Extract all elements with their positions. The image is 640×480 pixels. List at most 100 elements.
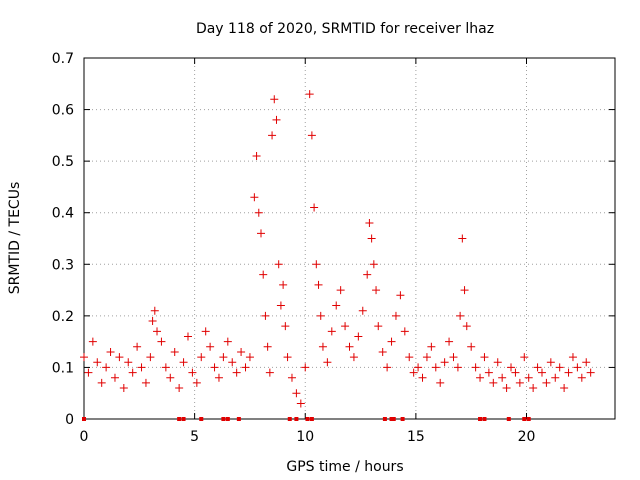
data-point: [358, 306, 367, 315]
zero-marker: [82, 417, 86, 421]
data-point: [577, 373, 586, 382]
data-point: [232, 368, 241, 377]
data-point: [502, 384, 511, 393]
data-point: [214, 373, 223, 382]
data-point: [263, 342, 272, 351]
zero-marker: [391, 417, 396, 421]
data-point: [573, 363, 582, 372]
data-point: [279, 280, 288, 289]
data-point: [427, 342, 436, 351]
data-point: [257, 229, 265, 238]
data-point: [237, 347, 246, 356]
data-point: [312, 260, 321, 269]
data-point: [272, 115, 281, 124]
zero-marker: [225, 417, 230, 421]
data-point: [305, 90, 314, 99]
axis-ticks: 0 0.1 0.2 0.3 0.4 0.5 0.6 0.7 0 5 10 15 20: [52, 51, 615, 445]
data-point: [316, 311, 325, 320]
zero-marker: [221, 417, 226, 421]
data-point: [268, 131, 277, 140]
data-point: [363, 270, 372, 279]
data-point: [345, 342, 354, 351]
zero-marker: [526, 417, 531, 421]
data-point: [369, 260, 378, 269]
data-point: [586, 368, 595, 377]
y-tick-label: 0.2: [52, 309, 74, 325]
data-point: [551, 373, 560, 382]
data-point: [148, 317, 157, 326]
data-point: [287, 373, 296, 382]
data-point: [206, 342, 215, 351]
y-tick-label: 0: [65, 412, 74, 428]
zero-marker: [287, 417, 292, 421]
data-point: [283, 353, 292, 362]
data-point: [498, 373, 507, 382]
data-point: [568, 353, 577, 362]
y-tick-label: 0.5: [52, 154, 74, 170]
data-point: [323, 358, 332, 367]
data-point: [292, 389, 301, 398]
data-point: [318, 342, 327, 351]
data-point: [436, 378, 445, 387]
data-point: [150, 306, 159, 315]
data-point: [241, 363, 250, 372]
zero-marker: [478, 417, 483, 421]
x-tick-label: 20: [518, 429, 536, 445]
data-point: [378, 347, 387, 356]
data-point: [250, 193, 259, 202]
data-point: [440, 358, 449, 367]
data-point: [80, 353, 88, 362]
data-point: [515, 378, 524, 387]
data-point: [175, 384, 184, 393]
data-point: [228, 358, 237, 367]
data-point: [537, 368, 546, 377]
data-point: [484, 368, 493, 377]
data-point: [192, 378, 201, 387]
zero-marker: [389, 417, 394, 421]
data-point: [119, 384, 128, 393]
data-point: [493, 358, 502, 367]
data-point: [414, 363, 423, 372]
data-point: [201, 327, 210, 336]
data-point: [210, 363, 219, 372]
data-point: [332, 301, 341, 310]
y-tick-label: 0.7: [52, 51, 74, 67]
y-tick-label: 0.3: [52, 257, 74, 273]
data-point: [431, 363, 440, 372]
data-point: [110, 373, 119, 382]
data-point: [476, 373, 485, 382]
data-point: [349, 353, 358, 362]
data-point: [252, 151, 261, 160]
data-point: [106, 347, 115, 356]
data-point: [245, 353, 254, 362]
data-point: [542, 378, 551, 387]
chart-title: Day 118 of 2020, SRMTID for receiver lha…: [196, 21, 494, 37]
data-point: [254, 208, 263, 217]
data-point: [115, 353, 124, 362]
data-point: [307, 131, 316, 140]
y-tick-label: 0.4: [52, 206, 74, 222]
x-tick-label: 0: [80, 429, 89, 445]
x-tick-label: 5: [190, 429, 199, 445]
data-point: [88, 337, 97, 346]
data-point: [460, 286, 469, 295]
data-point: [270, 95, 279, 104]
data-point: [520, 353, 529, 362]
data-point: [223, 337, 232, 346]
zero-marker: [177, 417, 182, 421]
data-point: [480, 353, 489, 362]
data-point: [327, 327, 336, 336]
data-point: [560, 384, 569, 393]
data-point: [564, 368, 573, 377]
data-point: [261, 311, 270, 320]
data-point: [546, 358, 555, 367]
zero-marker: [400, 417, 405, 421]
x-tick-label: 15: [407, 429, 425, 445]
zero-marker: [294, 417, 299, 421]
data-point: [341, 322, 350, 331]
data-point: [396, 291, 405, 300]
data-point: [582, 358, 591, 367]
zero-marker: [199, 417, 204, 421]
data-point: [374, 322, 383, 331]
